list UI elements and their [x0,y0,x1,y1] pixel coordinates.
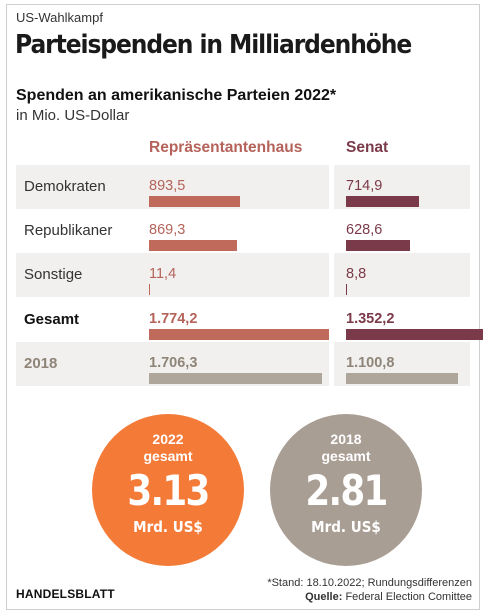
total-circle-2022: 2022 gesamt 3.13 Mrd. US$ [92,414,244,566]
senate-value-label: 8,8 [346,266,367,282]
chart-subtitle: Spenden an amerikanische Parteien 2022* [16,87,337,104]
circle-value: 2.81 [305,466,388,515]
house-bar [149,373,323,384]
column-divider [329,342,334,386]
senate-value-label: 714,9 [346,178,383,194]
row-label: Demokraten [24,178,106,195]
footnote: *Stand: 18.10.2022; Rundungsdifferenzen [267,577,472,589]
circle-year: 2022 [152,431,184,447]
table-row: Sonstige 11,4 8,8 [16,253,470,297]
column-divider [329,165,334,209]
brand-logo: HANDELSBLATT [16,587,115,601]
total-circle-2018: 2018 gesamt 2.81 Mrd. US$ [270,414,422,566]
table-row: Demokraten 893,5 714,9 [16,165,470,209]
circle-year: 2018 [330,431,362,447]
circle-total-label: gesamt [321,448,371,464]
row-label: 2018 [24,355,58,372]
house-value-label: 869,3 [149,222,186,238]
source-label: Quelle: [305,591,343,603]
house-value-label: 893,5 [149,178,186,194]
house-bar [149,329,329,340]
circle-value: 3.13 [127,466,210,515]
senate-bar [346,240,410,251]
senate-bar [346,196,419,207]
house-bar [149,240,238,251]
column-header-senate: Senat [346,139,389,156]
kicker: US-Wahlkampf [16,10,103,25]
source-line: Quelle: Federal Election Comittee [305,591,472,603]
column-divider [329,298,334,342]
column-header-house: Repräsentantenhaus [149,139,303,156]
house-value-label: 1.706,3 [149,355,198,371]
circle-total-label: gesamt [143,448,193,464]
table-row: Gesamt 1.774,2 1.352,2 [16,298,484,342]
house-bar [149,284,150,295]
column-divider [329,253,334,297]
house-bar [149,196,240,207]
chart-frame [6,4,480,610]
senate-value-label: 1.100,8 [346,355,395,371]
senate-value-label: 1.352,2 [346,311,395,327]
senate-bar [346,373,458,384]
senate-bar [346,284,347,295]
table-row: 2018 1.706,3 1.100,8 [16,342,470,386]
senate-value-label: 628,6 [346,222,383,238]
row-label: Sonstige [24,266,83,283]
house-value-label: 1.774,2 [149,311,198,327]
page-title: Parteispenden in Milliardenhöhe [15,30,412,60]
house-value-label: 11,4 [149,266,177,282]
senate-bar [346,329,484,340]
column-divider [329,209,334,253]
unit-label: in Mio. US-Dollar [16,107,130,124]
circle-unit: Mrd. US$ [133,518,203,536]
table-row: Republikaner 869,3 628,6 [16,209,470,253]
row-label: Republikaner [24,222,113,239]
row-label: Gesamt [24,311,80,328]
circle-unit: Mrd. US$ [311,518,381,536]
source-text: Federal Election Comittee [345,591,472,603]
